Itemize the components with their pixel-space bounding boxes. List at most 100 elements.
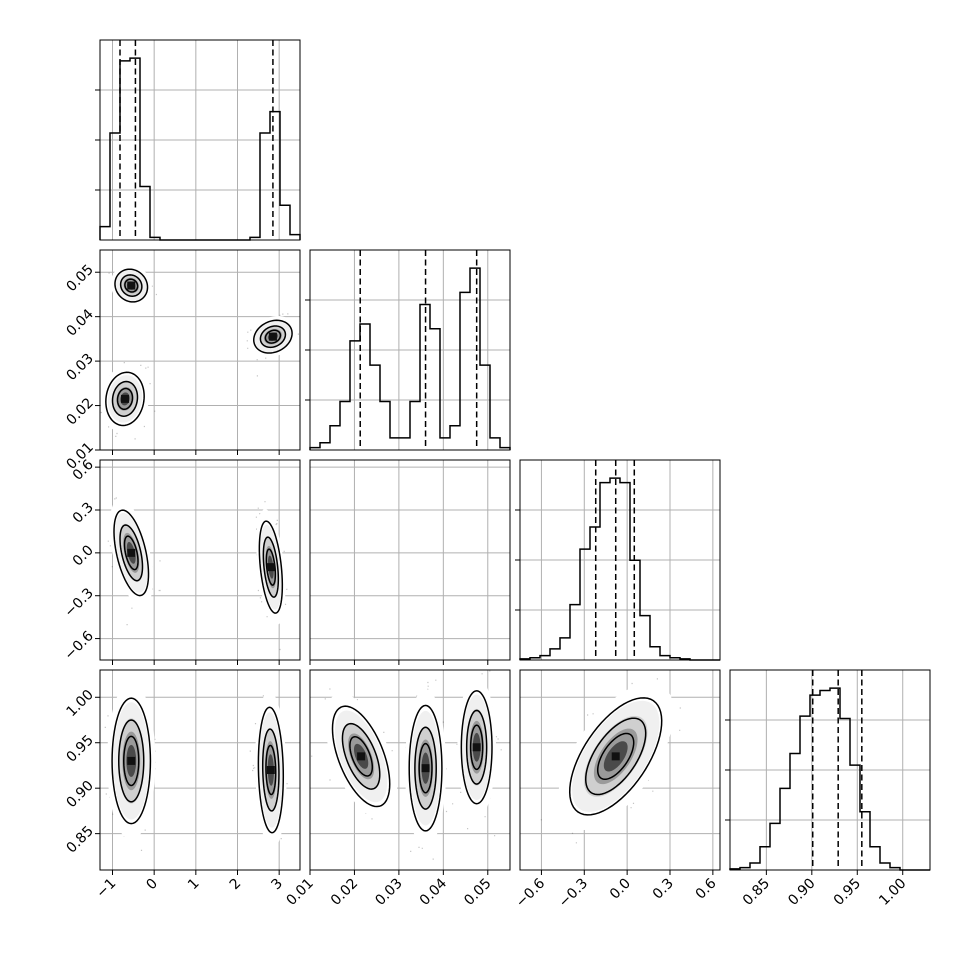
x-tick-label: 0.6 [693,875,720,902]
x-tick-label: 1 [185,876,203,894]
panel-frame [99,669,301,871]
density-contour [584,717,647,796]
x-tick-label: −1 [93,876,119,902]
density-contour [414,726,437,810]
y-tick-label: 0.02 [63,395,96,428]
density-contour [596,732,635,781]
density-peak [121,394,129,403]
density-contour [124,278,139,293]
histogram-steps [729,687,930,871]
x-tick-label: 1.00 [876,876,909,909]
density-contour [331,705,391,808]
density-contour [258,520,284,614]
panel-2-0: −0.6−0.30.00.30.6 [61,457,301,665]
density-contour [119,274,143,297]
y-tick-label: −0.3 [61,585,96,620]
x-tick-label: 2 [227,876,245,894]
density-peak [268,332,277,341]
density-contour [460,690,493,805]
panel-3-0: −1 0 1 2 3 0.85 0.90 0.95 1.00 [63,669,301,902]
panel-2-1 [309,459,511,665]
density-contour [113,509,150,597]
histogram-panel-1 [305,249,511,451]
density-contour [349,735,374,777]
density-contour [262,536,280,598]
panel-frame [99,39,301,241]
density-contour [259,325,287,349]
y-tick-label: 0.90 [63,778,96,811]
x-tick-label: 0.95 [831,876,864,909]
panel-frame [309,249,511,451]
histogram-panel-3: 0.85 0.90 0.95 1.00 [725,669,931,909]
histogram-steps [519,477,720,661]
density-contour [265,744,277,796]
density-contour [105,371,145,427]
density-layer [100,264,300,450]
panel-3-1: 0.01 0.02 0.03 0.04 0.05 [283,669,511,909]
density-layer [100,466,300,651]
panel-3-2: −0.6 −0.3 0.0 0.3 0.6 [513,669,721,911]
density-contour [257,706,285,834]
histogram-steps [99,57,301,241]
x-tick-label: 0.01 [283,876,316,909]
density-contour [568,697,663,816]
density-contour [465,709,488,785]
density-contour [117,719,145,803]
density-contour [264,329,282,344]
x-tick-label: 0.02 [328,876,361,909]
density-contour [252,319,293,354]
panel-frame [99,249,301,451]
panel-frame [729,669,931,871]
histogram-panel-2 [515,459,721,661]
density-peak [472,743,481,752]
x-tick-label: 0.3 [650,876,677,903]
density-contour [265,548,277,586]
density-peak [421,764,430,773]
density-layer [310,466,510,640]
density-contour [341,722,381,790]
x-tick-label: −0.6 [513,875,548,910]
y-tick-label: 0.03 [63,351,96,384]
y-tick-label: −0.6 [61,628,96,663]
density-peak [127,548,136,557]
density-contour [123,535,139,571]
y-tick-label: 0.95 [63,732,96,765]
density-peak [357,752,366,761]
y-tick-label: 0.0 [70,542,97,569]
histogram-steps [309,267,511,450]
x-tick-label: 0.03 [372,876,405,909]
x-tick-label: −0.3 [556,876,591,911]
panel-frame [519,669,721,871]
x-tick-label: 0.90 [785,876,818,909]
panel-frame [309,459,511,661]
density-contour [261,728,280,812]
density-contour [114,268,149,303]
density-contour [408,704,443,832]
panel-frame [519,459,721,661]
y-tick-label: 0.04 [63,306,96,339]
density-layer [310,670,510,860]
x-tick-label: 0.05 [461,876,494,909]
density-layer [100,681,300,851]
x-tick-label: 0.04 [417,875,450,908]
density-contour [111,697,152,825]
density-contour [111,380,139,417]
density-contour [119,524,144,582]
panel-frame [309,669,511,871]
x-tick-label: 3 [268,876,286,894]
x-tick-label: 0 [143,876,161,894]
density-contour [469,724,484,771]
panel-frame [99,459,301,661]
density-peak [266,766,275,774]
density-peak [127,756,136,765]
density-peak [127,281,136,290]
density-contour [418,742,433,794]
y-tick-label: 0.85 [63,823,96,856]
y-tick-label: 1.00 [63,687,96,720]
panel-1-0: 0.010.020.030.040.05 [63,249,301,473]
x-tick-label: 0.85 [740,876,773,909]
density-contour [122,735,140,787]
y-tick-label: 0.3 [70,500,97,527]
y-tick-label: 0.05 [63,262,96,295]
density-peak [611,752,620,761]
